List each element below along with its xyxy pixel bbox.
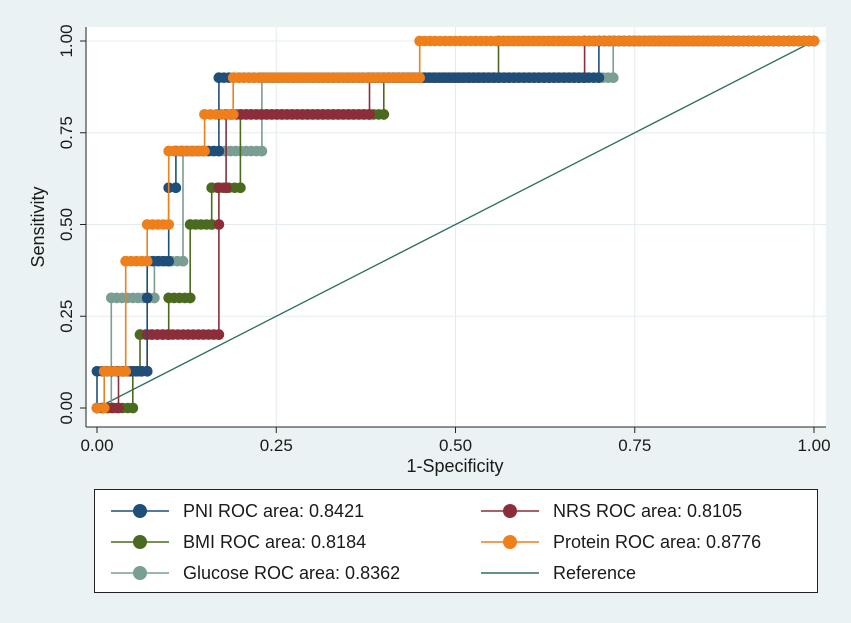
x-tick-label: 1.00 bbox=[797, 436, 830, 455]
legend-marker-glucose bbox=[133, 566, 147, 580]
series-protein bbox=[91, 35, 820, 414]
series-point-protein bbox=[163, 219, 174, 230]
series-point-bmi bbox=[184, 292, 196, 304]
series-layer bbox=[91, 35, 820, 414]
series-point-nrs bbox=[113, 402, 124, 414]
x-tick-label: 0.25 bbox=[260, 436, 293, 455]
legend-marker-nrs bbox=[503, 504, 517, 518]
series-point-protein bbox=[414, 72, 425, 83]
x-tick-label: 0.00 bbox=[80, 436, 113, 455]
legend-label-pni: PNI ROC area: 0.8421 bbox=[183, 500, 365, 521]
x-tick-label: 0.75 bbox=[618, 436, 651, 455]
series-point-nrs bbox=[213, 329, 225, 340]
x-tick-label: 0.50 bbox=[439, 436, 472, 455]
series-line-glucose bbox=[97, 40, 814, 409]
legend-marker-pni bbox=[133, 504, 147, 518]
legend-marker-bmi bbox=[133, 535, 147, 549]
series-point-bmi bbox=[235, 182, 246, 194]
legend-entry-glucose: Glucose ROC area: 0.8362 bbox=[105, 560, 400, 586]
series-point-pni bbox=[170, 182, 182, 194]
legend-marker-protein bbox=[503, 535, 517, 549]
x-axis-title: 1-Specificity bbox=[406, 456, 503, 476]
legend-key-bmi bbox=[111, 535, 169, 549]
legend-entry-protein: Protein ROC area: 0.8776 bbox=[475, 529, 761, 555]
series-point-bmi bbox=[378, 109, 390, 120]
y-tick-label: 0.75 bbox=[57, 116, 76, 149]
y-tick-label: 0.00 bbox=[57, 391, 76, 424]
legend-key-nrs bbox=[481, 504, 539, 518]
y-tick-label: 0.25 bbox=[57, 300, 76, 333]
series-point-nrs bbox=[220, 182, 232, 194]
legend-label-reference: Reference bbox=[553, 562, 637, 583]
series-line-reference bbox=[96, 40, 815, 409]
legend-entry-reference: Reference bbox=[475, 560, 636, 586]
legend-key-reference bbox=[481, 572, 539, 574]
series-point-pni bbox=[163, 255, 174, 267]
legend-label-nrs: NRS ROC area: 0.8105 bbox=[553, 500, 743, 521]
series-point-glucose bbox=[607, 72, 619, 83]
series-point-protein bbox=[199, 145, 210, 157]
series-point-protein bbox=[808, 35, 820, 47]
series-point-pni bbox=[141, 366, 153, 377]
y-axis-title: Sensitivity bbox=[28, 186, 48, 267]
y-tick-label: 0.50 bbox=[57, 208, 76, 241]
legend-key-protein bbox=[481, 535, 539, 549]
ticks: 0.00 0.25 0.50 0.75 1.00 0.00 0.25 0.50 0.75 1.00 bbox=[57, 24, 831, 455]
legend-label-bmi: BMI ROC area: 0.8184 bbox=[183, 531, 367, 552]
series-point-nrs bbox=[364, 109, 375, 120]
series-point-protein bbox=[141, 255, 153, 267]
legend-entry-bmi: BMI ROC area: 0.8184 bbox=[105, 529, 366, 555]
legend-key-glucose bbox=[111, 566, 169, 580]
series-point-pni bbox=[213, 145, 225, 157]
legend-entry-pni: PNI ROC area: 0.8421 bbox=[105, 498, 364, 524]
series-point-protein bbox=[98, 402, 110, 414]
series-point-nrs bbox=[213, 219, 225, 230]
legend-label-protein: Protein ROC area: 0.8776 bbox=[553, 531, 762, 552]
series-reference bbox=[96, 40, 815, 409]
series-point-glucose bbox=[177, 255, 189, 267]
series-point-pni bbox=[141, 292, 153, 304]
legend-entry-nrs: NRS ROC area: 0.8105 bbox=[475, 498, 742, 524]
y-tick-label: 1.00 bbox=[57, 24, 76, 57]
series-point-bmi bbox=[127, 402, 139, 414]
series-point-pni bbox=[593, 72, 605, 83]
series-point-glucose bbox=[256, 145, 268, 157]
series-point-protein bbox=[120, 366, 131, 377]
legend-key-pni bbox=[111, 504, 169, 518]
legend-label-glucose: Glucose ROC area: 0.8362 bbox=[183, 562, 401, 583]
series-point-protein bbox=[227, 109, 239, 120]
legend: PNI ROC area: 0.8421 NRS ROC area: 0.810… bbox=[94, 489, 818, 593]
